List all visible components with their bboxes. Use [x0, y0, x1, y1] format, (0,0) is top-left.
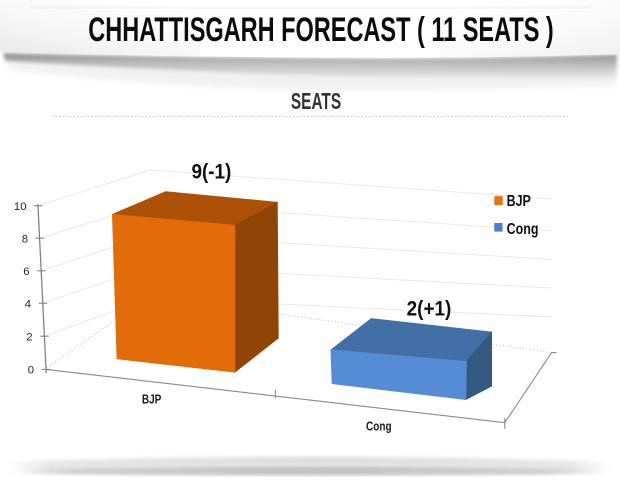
- svg-text:8: 8: [22, 234, 28, 246]
- svg-text:SEATS: SEATS: [291, 89, 341, 115]
- svg-text:4: 4: [25, 299, 31, 311]
- svg-text:CHHATTISGARH FORECAST ( 11 SEA: CHHATTISGARH FORECAST ( 11 SEATS ): [88, 12, 554, 49]
- svg-text:Cong: Cong: [507, 221, 539, 239]
- svg-text:Cong: Cong: [366, 421, 392, 434]
- svg-text:BJP: BJP: [507, 193, 532, 211]
- svg-text:0: 0: [28, 365, 34, 377]
- svg-text:2: 2: [26, 332, 32, 344]
- svg-text:9(-1): 9(-1): [191, 161, 231, 184]
- svg-text:BJP: BJP: [142, 394, 162, 407]
- svg-text:6: 6: [23, 266, 29, 278]
- svg-text:10: 10: [14, 201, 27, 213]
- svg-text:2(+1): 2(+1): [407, 298, 452, 321]
